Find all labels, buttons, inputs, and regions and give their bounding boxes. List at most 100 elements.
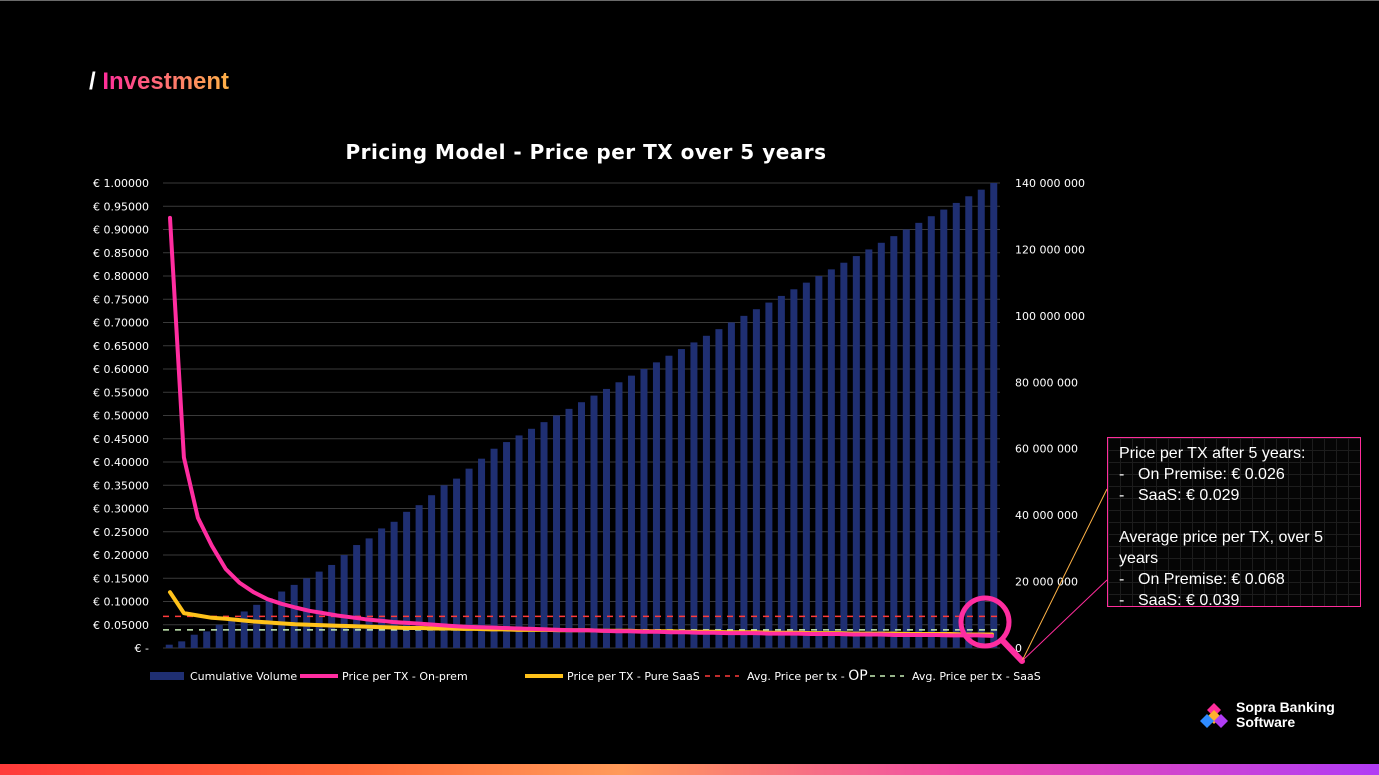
callout-item: - SaaS: € 0.029 <box>1119 485 1352 506</box>
right-tick-label: 140 000 000 <box>1015 177 1085 190</box>
cumulative-volume-bar <box>453 478 461 648</box>
left-tick-label: € 0.25000 <box>93 526 149 539</box>
cumulative-volume-bar <box>465 468 473 648</box>
cumulative-volume-bar <box>777 295 785 648</box>
cumulative-volume-bar <box>627 375 635 648</box>
left-tick-label: € 1.00000 <box>93 177 149 190</box>
callout-item: - On Premise: € 0.068 <box>1119 569 1352 590</box>
highlight-handle <box>999 637 1025 664</box>
cumulative-volume-bar <box>915 222 923 648</box>
cumulative-volume-bar <box>240 611 248 648</box>
left-tick-label: € 0.80000 <box>93 270 149 283</box>
cumulative-volume-bar <box>677 349 685 648</box>
left-tick-label: € 0.60000 <box>93 363 149 376</box>
legend-label-suffix: OP <box>848 668 867 684</box>
callout-connector-pink <box>1021 579 1108 662</box>
callout-dash: - <box>1119 592 1125 609</box>
legend-swatch <box>150 672 184 680</box>
callout-dash: - <box>1119 487 1125 504</box>
cumulative-volume-bar <box>652 362 660 648</box>
cumulative-volume-bar <box>315 571 323 648</box>
callout-connector-orange <box>1021 488 1108 662</box>
cumulative-volume-bar <box>253 604 261 648</box>
callout-item: - On Premise: € 0.026 <box>1119 464 1352 485</box>
section-slash: / <box>89 68 96 95</box>
cumulative-volume-bar <box>203 631 211 648</box>
legend-label: Avg. Price per tx - SaaS <box>912 670 1041 683</box>
cumulative-volume-bar <box>852 256 860 648</box>
cumulative-volume-bar <box>440 485 448 648</box>
logo-mark-icon <box>1200 703 1228 728</box>
section-title-text: Investment <box>102 68 230 95</box>
right-tick-label: 80 000 000 <box>1015 376 1078 389</box>
cumulative-volume-bar <box>877 242 885 649</box>
cumulative-volume-bar <box>690 342 698 648</box>
bottom-gradient-bar <box>0 764 1379 775</box>
legend-label: Cumulative Volume <box>190 670 297 683</box>
callout-dash: - <box>1119 466 1125 483</box>
left-tick-label: € 0.70000 <box>93 317 149 330</box>
cumulative-volume-bar <box>840 262 848 648</box>
left-tick-label: € 0.10000 <box>93 596 149 609</box>
cumulative-volume-bar <box>927 216 935 648</box>
cumulative-volume-bar <box>328 564 336 648</box>
cumulative-volume-bar <box>740 315 748 648</box>
cumulative-volume-bar <box>178 641 186 648</box>
cumulative-volume-bar <box>965 196 973 649</box>
cumulative-volume-bar <box>428 495 436 648</box>
cumulative-volume-bar <box>553 415 561 648</box>
left-tick-label: € 0.05000 <box>93 619 149 632</box>
cumulative-volume-bar <box>303 578 311 648</box>
cumulative-volume-bar <box>790 289 798 648</box>
callout-heading-after-5-years: Price per TX after 5 years: <box>1119 445 1306 462</box>
cumulative-volume-bar <box>165 644 173 648</box>
cumulative-volume-bar <box>290 584 298 648</box>
cumulative-volume-bar <box>540 422 548 648</box>
logo-line-2: Software <box>1236 714 1296 730</box>
cumulative-volume-bar <box>578 402 585 648</box>
cumulative-volume-bar <box>378 528 386 648</box>
left-tick-label: € 0.65000 <box>93 340 149 353</box>
price-summary-callout: Price per TX after 5 years: - On Premise:… <box>1107 437 1361 609</box>
cumulative-volume-bar <box>528 428 536 648</box>
legend-label: Price per TX - Pure SaaS <box>567 670 700 683</box>
right-tick-label: 20 000 000 <box>1015 576 1078 589</box>
callout-onprem-average: On Premise: € 0.068 <box>1138 571 1285 588</box>
right-tick-label: 60 000 000 <box>1015 443 1078 456</box>
cumulative-volume-bar <box>365 538 373 648</box>
cumulative-volume-bar <box>403 511 411 648</box>
top-border <box>0 0 1379 1</box>
cumulative-volume-bar <box>590 395 598 648</box>
cumulative-volume-bar <box>765 302 773 648</box>
logo-text: Sopra Banking Software <box>1236 700 1335 730</box>
cumulative-volume-bar <box>752 309 760 648</box>
cumulative-volume-bar <box>215 624 223 648</box>
left-tick-label: € 0.40000 <box>93 456 149 469</box>
cumulative-volume-bar <box>228 618 236 648</box>
highlight-circle <box>958 595 1012 649</box>
left-tick-label: € 0.90000 <box>93 224 149 237</box>
cumulative-volume-bar <box>665 355 673 648</box>
cumulative-volume-bar <box>515 435 523 648</box>
cumulative-volume-bar <box>478 458 486 648</box>
cumulative-volume-bar <box>902 229 910 648</box>
cumulative-volume-bar <box>952 202 960 648</box>
cumulative-volume-bar <box>977 189 985 648</box>
callout-dash: - <box>1119 571 1125 588</box>
cumulative-volume-bar <box>802 282 810 648</box>
cumulative-volume-bar <box>415 505 423 648</box>
section-title: / Investment <box>89 68 229 96</box>
left-tick-label: € 0.15000 <box>93 572 149 585</box>
sopra-banking-logo: Sopra Banking Software <box>1200 700 1360 736</box>
callout-heading-average: Average price per TX, over 5 years <box>1119 529 1323 567</box>
right-tick-label: 100 000 000 <box>1015 310 1085 323</box>
cumulative-volume-bar <box>702 335 710 648</box>
cumulative-volume-bar <box>340 555 348 648</box>
left-tick-label: € - <box>135 642 149 655</box>
cumulative-volume-bar <box>827 269 835 648</box>
cumulative-volume-bar <box>815 276 823 648</box>
right-tick-label: 40 000 000 <box>1015 509 1078 522</box>
left-tick-label: € 0.45000 <box>93 433 149 446</box>
cumulative-volume-bar <box>727 322 735 648</box>
